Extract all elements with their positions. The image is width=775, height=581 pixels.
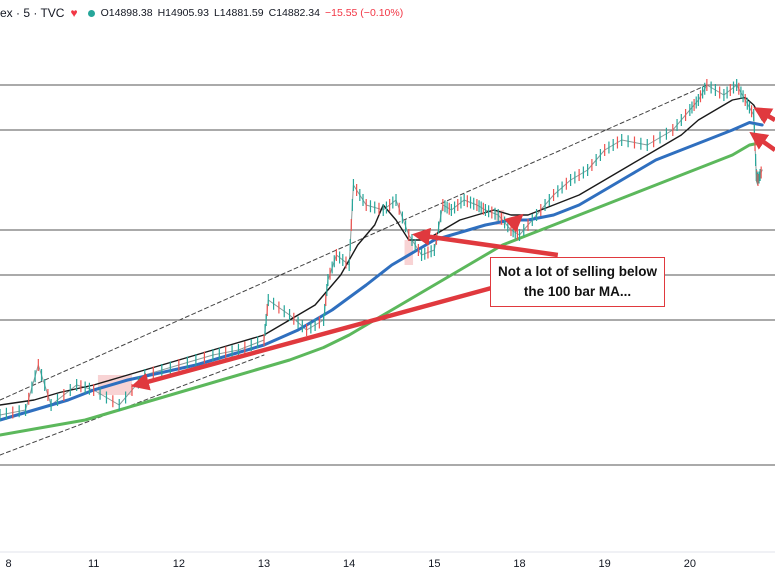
annotation-callout: Not a lot of selling below the 100 bar M…	[490, 257, 665, 307]
ohlc-open: O14898.38	[100, 7, 153, 19]
series-price	[0, 84, 763, 416]
annotation-arrow-4	[749, 131, 775, 152]
ohlc-high: H14905.93	[157, 7, 209, 19]
annotation-arrow-1	[504, 213, 524, 233]
annotation-arrow-3	[753, 107, 775, 125]
series-trend-upper	[0, 84, 708, 401]
x-tick-label: 20	[684, 558, 696, 570]
annotation-line-2: the 100 bar MA...	[523, 284, 632, 299]
x-tick-label: 11	[88, 558, 99, 570]
series-ma-200	[0, 141, 764, 437]
annotation-arrows	[131, 107, 775, 391]
heart-icon[interactable]: ♥	[70, 6, 78, 20]
ohlc-low: L14881.59	[213, 7, 264, 19]
symbol-title[interactable]: ex · 5 · TVC	[0, 6, 65, 20]
annotation-line-1: Not a lot of selling below	[497, 264, 657, 279]
annotation-arrow-0	[411, 227, 559, 258]
series-ma-short	[0, 96, 763, 406]
market-status-icon	[87, 9, 95, 17]
annotation-arrow-2	[131, 282, 504, 391]
time-axis[interactable]: 8 11 12 13 14 15 18 19 20	[5, 558, 696, 570]
horizontal-levels	[0, 84, 775, 466]
x-tick-label: 18	[513, 558, 525, 570]
x-tick-label: 13	[258, 558, 270, 570]
highlight-box-1	[404, 240, 414, 265]
x-tick-label: 19	[599, 558, 611, 570]
symbol-header: ex · 5 · TVC ♥ O14898.38 H14905.93 L1488…	[0, 4, 408, 22]
price-change: −15.55 (−0.10%)	[324, 7, 404, 19]
x-tick-label: 12	[173, 558, 185, 570]
x-tick-label: 15	[428, 558, 440, 570]
ohlc-close: C14882.34	[268, 7, 320, 19]
x-tick-label: 14	[343, 558, 355, 570]
x-tick-label: 8	[5, 558, 11, 570]
